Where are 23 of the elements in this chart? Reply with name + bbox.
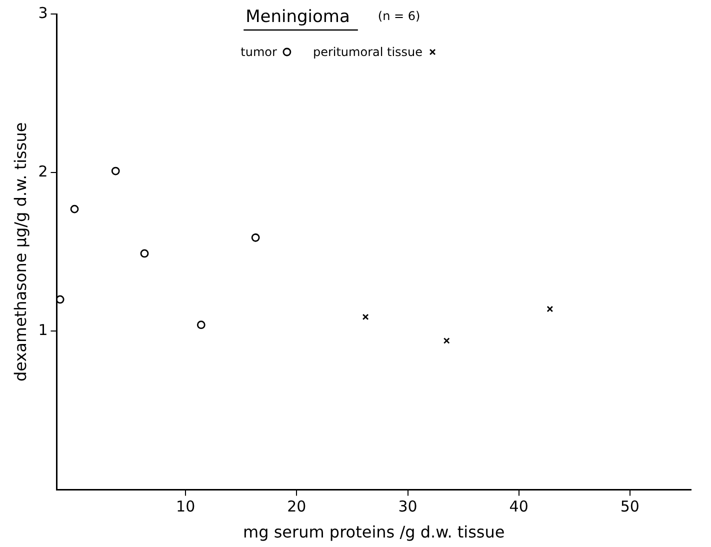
x-axis-title: mg serum proteins /g d.w. tissue <box>243 522 505 542</box>
legend-label: tumor <box>240 45 278 59</box>
point <box>70 204 79 214</box>
point <box>251 233 260 242</box>
point <box>111 166 120 176</box>
point <box>140 249 149 258</box>
chart-title: Meningioma <box>246 7 350 27</box>
y-tick-label: 2 <box>38 162 48 180</box>
y-axis-title: dexamethasone µg/g d.w. tissue <box>10 122 30 382</box>
x-tick-label: 50 <box>620 498 640 516</box>
y-tick-label: 3 <box>38 4 48 22</box>
legend-label: peritumoral tissue <box>312 45 423 59</box>
x-tick-label: 30 <box>398 498 418 516</box>
x-tick-label: 20 <box>287 498 306 516</box>
point <box>56 295 64 304</box>
point <box>546 306 554 312</box>
chart-subtitle: (n = 6) <box>378 9 420 23</box>
x-tick-label: 40 <box>509 498 528 516</box>
x-tick-label: 10 <box>176 498 196 516</box>
y-tick-label: 1 <box>38 321 48 340</box>
point <box>196 320 206 330</box>
point <box>443 338 450 344</box>
point <box>362 314 369 320</box>
